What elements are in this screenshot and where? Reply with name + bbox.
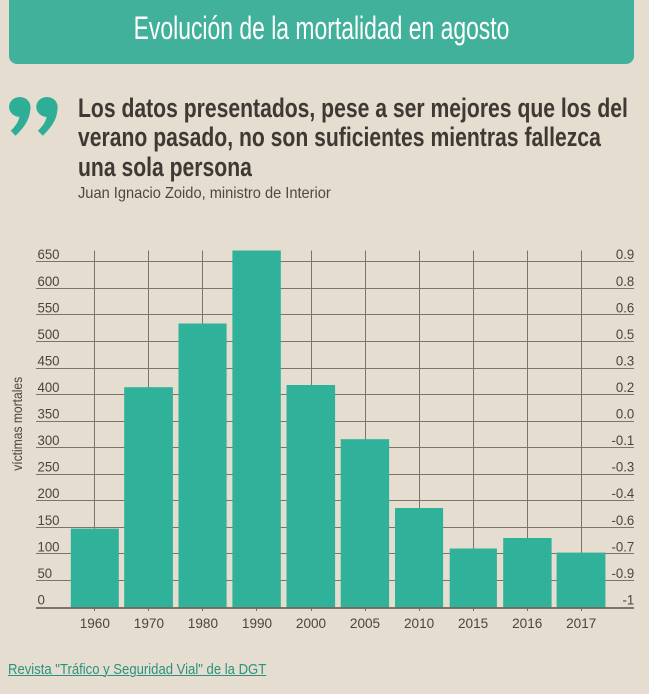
svg-text:200: 200	[38, 485, 60, 501]
svg-text:2017: 2017	[566, 615, 596, 631]
svg-text:-0.4: -0.4	[612, 485, 635, 501]
svg-text:-0.1: -0.1	[612, 432, 635, 448]
svg-text:-1: -1	[623, 591, 635, 607]
svg-text:250: 250	[38, 459, 60, 475]
svg-text:600: 600	[38, 273, 60, 289]
svg-text:50: 50	[38, 565, 53, 581]
svg-text:0.2: 0.2	[616, 379, 634, 395]
svg-text:0.6: 0.6	[616, 299, 634, 315]
svg-text:0.3: 0.3	[616, 352, 634, 368]
svg-text:-0.7: -0.7	[612, 538, 635, 554]
svg-text:100: 100	[38, 538, 60, 554]
svg-text:-0.6: -0.6	[612, 512, 635, 528]
svg-text:-0.9: -0.9	[612, 565, 635, 581]
svg-text:0.5: 0.5	[616, 326, 634, 342]
svg-text:0.8: 0.8	[616, 273, 634, 289]
svg-text:400: 400	[38, 379, 60, 395]
svg-text:300: 300	[38, 432, 60, 448]
svg-text:450: 450	[38, 352, 60, 368]
svg-text:0.0: 0.0	[616, 406, 634, 422]
svg-text:1960: 1960	[80, 615, 110, 631]
svg-text:500: 500	[38, 326, 60, 342]
svg-text:-0.3: -0.3	[612, 459, 635, 475]
svg-text:1980: 1980	[188, 615, 218, 631]
svg-text:1990: 1990	[242, 615, 272, 631]
svg-text:350: 350	[38, 406, 60, 422]
svg-text:2000: 2000	[296, 615, 326, 631]
svg-text:550: 550	[38, 299, 60, 315]
svg-text:1970: 1970	[134, 615, 164, 631]
svg-text:0: 0	[38, 591, 46, 607]
svg-text:2010: 2010	[404, 615, 434, 631]
svg-text:víctimas mortales: víctimas mortales	[9, 377, 25, 471]
svg-text:2016: 2016	[512, 615, 542, 631]
svg-text:2005: 2005	[350, 615, 380, 631]
svg-text:150: 150	[38, 512, 60, 528]
svg-text:2015: 2015	[458, 615, 488, 631]
svg-text:650: 650	[38, 246, 60, 262]
svg-text:0.9: 0.9	[616, 246, 634, 262]
